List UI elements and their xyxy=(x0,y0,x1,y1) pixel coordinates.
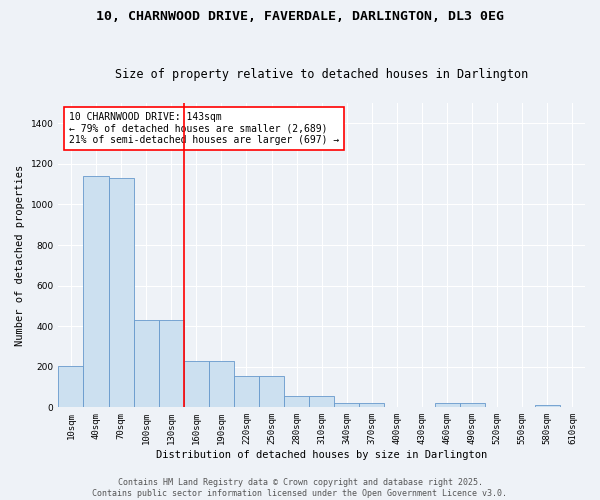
Bar xyxy=(460,404,485,407)
Bar xyxy=(234,376,259,408)
Text: 10, CHARNWOOD DRIVE, FAVERDALE, DARLINGTON, DL3 0EG: 10, CHARNWOOD DRIVE, FAVERDALE, DARLINGT… xyxy=(96,10,504,23)
Bar xyxy=(359,404,385,407)
Bar xyxy=(184,360,209,408)
Bar xyxy=(83,176,109,408)
Bar xyxy=(134,320,159,408)
Bar xyxy=(535,406,560,407)
Text: 10 CHARNWOOD DRIVE: 143sqm
← 79% of detached houses are smaller (2,689)
21% of s: 10 CHARNWOOD DRIVE: 143sqm ← 79% of deta… xyxy=(69,112,339,146)
Bar xyxy=(309,396,334,407)
Y-axis label: Number of detached properties: Number of detached properties xyxy=(15,164,25,346)
X-axis label: Distribution of detached houses by size in Darlington: Distribution of detached houses by size … xyxy=(156,450,487,460)
Title: Size of property relative to detached houses in Darlington: Size of property relative to detached ho… xyxy=(115,68,529,81)
Bar xyxy=(434,404,460,407)
Bar xyxy=(334,404,359,407)
Bar xyxy=(58,366,83,408)
Bar xyxy=(109,178,134,408)
Text: Contains HM Land Registry data © Crown copyright and database right 2025.
Contai: Contains HM Land Registry data © Crown c… xyxy=(92,478,508,498)
Bar xyxy=(209,360,234,408)
Bar xyxy=(284,396,309,407)
Bar xyxy=(259,376,284,408)
Bar xyxy=(159,320,184,408)
